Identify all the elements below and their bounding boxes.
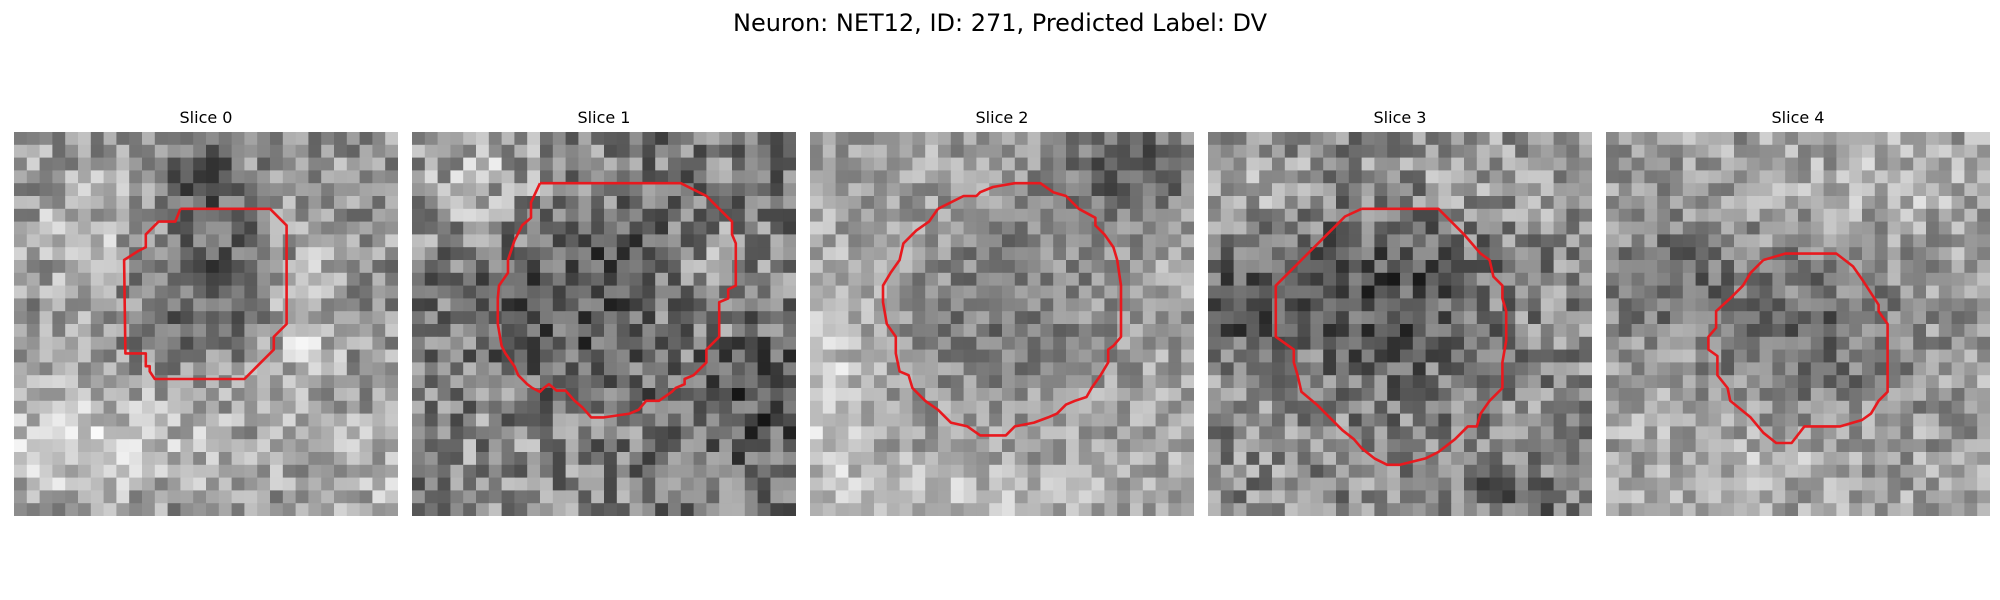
slice-title: Slice 4	[1771, 108, 1825, 127]
slice-image	[1208, 132, 1592, 516]
slice-image	[810, 132, 1194, 516]
slice-panel-2: Slice 2	[810, 108, 1194, 516]
slice-panel-3: Slice 3	[1208, 108, 1592, 516]
slice-title: Slice 1	[577, 108, 631, 127]
slice-panel-0: Slice 0	[14, 108, 398, 516]
cell-contour-outline	[1274, 207, 1508, 467]
figure-title: Neuron: NET12, ID: 271, Predicted Label:…	[732, 9, 1268, 37]
slice-title: Slice 0	[179, 108, 233, 127]
cell-contour-outline	[122, 207, 288, 381]
slice-image	[412, 132, 796, 516]
cell-contour-outline	[496, 181, 738, 419]
cell-contour-outline	[881, 181, 1123, 437]
slice-title: Slice 2	[975, 108, 1029, 127]
slice-panel-1: Slice 1	[412, 108, 796, 516]
cell-contour-outline	[1707, 252, 1889, 445]
slice-title: Slice 3	[1373, 108, 1427, 127]
slice-image	[1606, 132, 1990, 516]
slice-panel-4: Slice 4	[1606, 108, 1990, 516]
slice-image	[14, 132, 398, 516]
